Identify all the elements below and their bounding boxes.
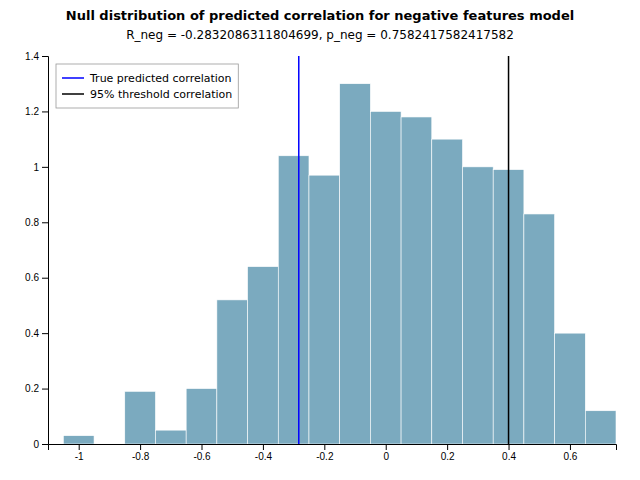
y-tick-mark: [42, 389, 48, 390]
title: Null distribution of predicted correlati…: [66, 8, 574, 23]
x-axis-line: [49, 445, 617, 451]
y-tick-label: 1: [33, 162, 39, 173]
subtitle: R_neg = -0.2832086311804699, p_neg = 0.7…: [126, 28, 514, 42]
x-tick-mark: [570, 444, 571, 450]
legend: True predicted correlation 95% threshold …: [56, 64, 238, 108]
x-tick: 0.6: [563, 444, 577, 462]
x-tick-label: 0.4: [502, 451, 516, 462]
y-tick: 0.6: [25, 272, 48, 283]
bar: [555, 333, 586, 444]
x-tick-mark: [79, 444, 80, 450]
x-tick-label: -0.4: [255, 451, 273, 462]
x-tick-label: 0.6: [563, 451, 577, 462]
y-tick-label: 0.4: [25, 328, 39, 339]
bar: [585, 411, 616, 444]
x-tick: -0.8: [132, 444, 150, 462]
y-tick: 0.4: [25, 328, 48, 339]
y-tick-mark: [42, 444, 48, 445]
y-tick-mark: [42, 222, 48, 223]
bar: [340, 84, 371, 444]
bar: [155, 430, 186, 444]
reference-line: [508, 56, 510, 444]
bar: [401, 117, 432, 444]
y-tick-mark: [42, 333, 48, 334]
y-tick-mark: [42, 111, 48, 112]
y-tick: 0.2: [25, 383, 48, 394]
x-tick-mark: [263, 444, 264, 450]
y-tick-label: 1.4: [25, 51, 39, 62]
x-tick-mark: [202, 444, 203, 450]
x-axis: -1 -0.8 -0.6 -0.4 -0.2 0 0.2 0.4 0.6: [49, 444, 617, 462]
plot-area: [63, 56, 616, 444]
x-tick-label: -1: [75, 451, 84, 462]
legend-label: 95% threshold correlation: [90, 88, 232, 101]
x-tick: -1: [75, 444, 84, 462]
bar: [462, 167, 493, 444]
y-tick-label: 0.2: [25, 383, 39, 394]
x-tick: -0.6: [193, 444, 211, 462]
y-tick: 1.4: [25, 51, 48, 62]
x-tick: 0.4: [502, 444, 516, 462]
y-tick: 1: [33, 162, 48, 173]
y-tick-label: 1.2: [25, 106, 39, 117]
y-axis-line: [42, 57, 49, 445]
legend-label: True predicted correlation: [89, 72, 232, 85]
y-tick: 1.2: [25, 106, 48, 117]
bar: [432, 139, 463, 444]
x-tick-mark: [324, 444, 325, 450]
bar: [217, 300, 248, 444]
y-tick-label: 0: [33, 439, 39, 450]
x-tick-label: 0: [383, 451, 389, 462]
x-tick: 0: [383, 444, 389, 462]
x-tick: -0.2: [316, 444, 334, 462]
legend-frame: [56, 64, 238, 108]
x-tick-label: 0.2: [441, 451, 455, 462]
y-tick-mark: [42, 278, 48, 279]
bar: [278, 156, 309, 444]
x-tick-label: -0.6: [193, 451, 211, 462]
bar: [248, 267, 279, 444]
y-tick-mark: [42, 167, 48, 168]
bar: [186, 389, 217, 444]
y-tick-label: 0.8: [25, 217, 39, 228]
legend-swatch: [62, 93, 84, 95]
x-tick-mark: [140, 444, 141, 450]
bar: [370, 111, 401, 444]
bar: [94, 444, 125, 445]
chart: Null distribution of predicted correlati…: [0, 0, 640, 480]
y-tick-label: 0.6: [25, 272, 39, 283]
y-tick: 0: [33, 439, 48, 450]
x-tick: -0.4: [255, 444, 273, 462]
bar: [125, 391, 156, 444]
x-tick-mark: [447, 444, 448, 450]
legend-swatch: [62, 77, 84, 79]
x-tick-label: -0.2: [316, 451, 334, 462]
y-axis: 0 0.2 0.4 0.6 0.8 1 1.2 1.4: [25, 51, 48, 450]
bar: [524, 214, 555, 444]
y-tick-mark: [42, 56, 48, 57]
reference-line: [298, 56, 300, 444]
bar: [63, 436, 94, 444]
x-tick-mark: [509, 444, 510, 450]
x-tick: 0.2: [441, 444, 455, 462]
x-tick-mark: [386, 444, 387, 450]
y-tick: 0.8: [25, 217, 48, 228]
bar: [309, 175, 340, 444]
x-tick-label: -0.8: [132, 451, 150, 462]
